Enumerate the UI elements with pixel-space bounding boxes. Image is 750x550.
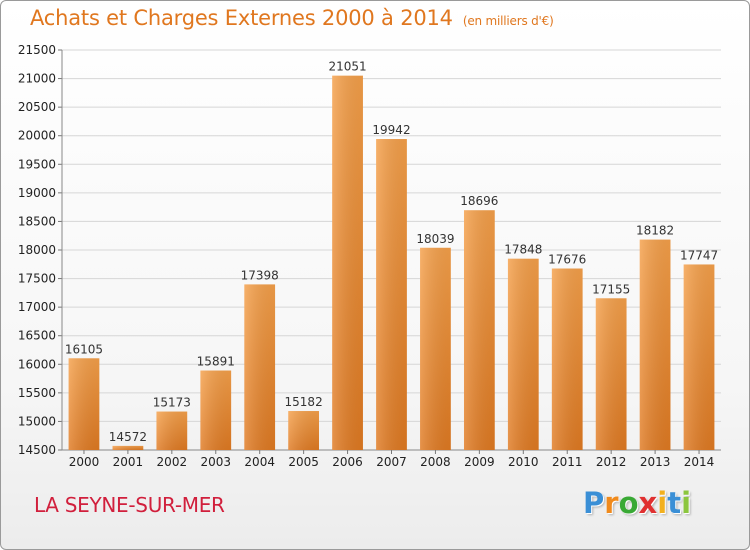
y-tick-label: 18000 xyxy=(18,243,56,257)
chart-subtitle: (en milliers d'€) xyxy=(462,14,554,28)
x-tick-label: 2004 xyxy=(244,455,275,469)
bars xyxy=(68,75,715,451)
bar-shade xyxy=(332,75,363,451)
logo-letter: t xyxy=(667,486,682,520)
y-tick-label: 19500 xyxy=(18,157,56,171)
value-label: 17155 xyxy=(592,282,630,296)
value-label: 19942 xyxy=(372,123,410,137)
bar-shade xyxy=(156,411,188,450)
y-tick-label: 21000 xyxy=(18,72,56,86)
value-label: 18039 xyxy=(416,232,454,246)
logo-letter: i xyxy=(681,486,692,520)
y-tick-label: 20000 xyxy=(18,129,56,143)
value-label: 17398 xyxy=(241,268,279,282)
bar-shade xyxy=(288,411,320,450)
value-label: 14572 xyxy=(109,430,147,444)
x-tick-label: 2012 xyxy=(596,455,627,469)
value-label: 18182 xyxy=(636,224,674,238)
logo-letter: x xyxy=(638,486,658,520)
bar-shade xyxy=(420,247,451,450)
chart-title: Achats et Charges Externes 2000 à 2014 (e… xyxy=(30,6,554,30)
bar-shade xyxy=(376,139,407,450)
bar-shade xyxy=(112,445,144,450)
value-label: 16105 xyxy=(65,342,103,356)
logo-letter: o xyxy=(618,486,639,520)
value-label: 15891 xyxy=(197,355,235,369)
logo-letter: r xyxy=(604,486,619,520)
y-tick-label: 15000 xyxy=(18,414,56,428)
value-label: 17747 xyxy=(680,248,718,262)
logo-letter: P xyxy=(583,486,605,520)
x-tick-label: 2003 xyxy=(200,455,231,469)
y-tick-label: 16500 xyxy=(18,329,56,343)
x-tick-label: 2006 xyxy=(332,455,363,469)
bar-shade xyxy=(244,284,276,450)
value-label: 15182 xyxy=(285,395,323,409)
bar-shade xyxy=(463,210,495,450)
value-label: 15173 xyxy=(153,396,191,410)
x-axis: 2000 2001 2002 2003 2004 2005 2006 2007 2008 2009… xyxy=(69,450,715,469)
bar-shade xyxy=(639,239,671,450)
x-tick-label: 2001 xyxy=(113,455,144,469)
city-name: LA SEYNE-SUR-MER xyxy=(34,493,225,517)
x-tick-label: 2014 xyxy=(684,455,715,469)
y-tick-label: 21500 xyxy=(18,43,56,57)
value-labels: 16105 14572 15173 15891 17398 15182 21051 19942… xyxy=(65,60,718,444)
bar-shade xyxy=(551,268,583,450)
bar-shade xyxy=(683,264,715,450)
y-tick-label: 16000 xyxy=(18,357,56,371)
bar-shade xyxy=(200,370,232,450)
x-tick-label: 2011 xyxy=(552,455,583,469)
value-label: 18696 xyxy=(460,194,498,208)
bar-shade xyxy=(595,298,627,450)
bar-shade xyxy=(507,258,539,450)
value-label: 17848 xyxy=(504,243,542,257)
bar-shade xyxy=(68,358,100,450)
y-tick-label: 15500 xyxy=(18,386,56,400)
value-label: 17676 xyxy=(548,253,586,267)
x-tick-label: 2008 xyxy=(420,455,451,469)
y-axis: 14500 15000 15500 16000 16500 17000 17500 18000… xyxy=(18,43,721,457)
x-tick-label: 2010 xyxy=(508,455,539,469)
y-tick-label: 14500 xyxy=(18,443,56,457)
y-tick-label: 17000 xyxy=(18,300,56,314)
value-label: 21051 xyxy=(328,60,366,74)
proxiti-logo: Proxiti xyxy=(583,486,691,520)
x-tick-label: 2005 xyxy=(288,455,319,469)
y-tick-label: 17500 xyxy=(18,272,56,286)
y-tick-label: 18500 xyxy=(18,214,56,228)
y-tick-label: 19000 xyxy=(18,186,56,200)
logo-letter: i xyxy=(657,486,668,520)
x-tick-label: 2002 xyxy=(157,455,188,469)
x-tick-label: 2000 xyxy=(69,455,100,469)
x-tick-label: 2009 xyxy=(464,455,495,469)
x-tick-label: 2007 xyxy=(376,455,407,469)
x-tick-label: 2013 xyxy=(640,455,671,469)
chart-title-text: Achats et Charges Externes 2000 à 2014 xyxy=(30,6,453,30)
y-tick-label: 20500 xyxy=(18,100,56,114)
